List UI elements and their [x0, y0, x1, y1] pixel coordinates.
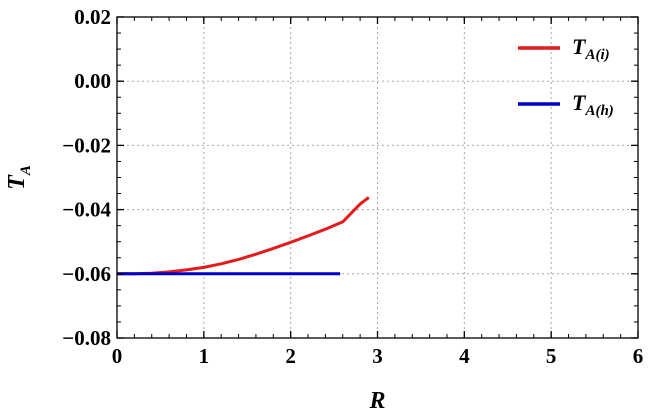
legend-label-t-a-i-main: T	[572, 34, 587, 59]
y-tick-label: −0.08	[62, 326, 111, 350]
legend-label-t-a-h-sub: A(h)	[584, 103, 613, 119]
x-tick-label: 5	[546, 344, 557, 368]
x-tick-labels: 0 1 2 3 4 5 6	[112, 344, 644, 368]
x-tick-label: 0	[112, 344, 123, 368]
y-axis-title-sub: A	[18, 165, 34, 176]
x-axis-title: R	[368, 388, 385, 414]
legend-label-t-a-i-sub: A(i)	[584, 47, 609, 63]
legend-label-t-a-i: TA(i)	[572, 34, 610, 63]
series-layer	[117, 196, 370, 276]
y-axis-title: TA	[4, 165, 34, 190]
y-axis-title-main: T	[4, 174, 30, 190]
ticks	[116, 16, 639, 339]
legend-label-t-a-h-main: T	[572, 90, 587, 115]
y-tick-label: 0.00	[74, 69, 111, 93]
grid	[117, 17, 638, 338]
y-tick-label: 0.02	[74, 5, 111, 29]
x-tick-label: 4	[459, 344, 470, 368]
x-tick-label: 6	[633, 344, 644, 368]
legend: TA(i) TA(h)	[518, 34, 614, 119]
y-tick-labels: 0.02 0.00 −0.02 −0.04 −0.06 −0.08	[62, 5, 111, 350]
x-tick-label: 2	[285, 344, 296, 368]
y-tick-label: −0.02	[62, 133, 111, 157]
y-tick-label: −0.04	[62, 198, 111, 222]
y-tick-label: −0.06	[62, 262, 111, 286]
x-tick-label: 1	[199, 344, 210, 368]
legend-label-t-a-h: TA(h)	[572, 90, 614, 119]
x-tick-label: 3	[372, 344, 383, 368]
